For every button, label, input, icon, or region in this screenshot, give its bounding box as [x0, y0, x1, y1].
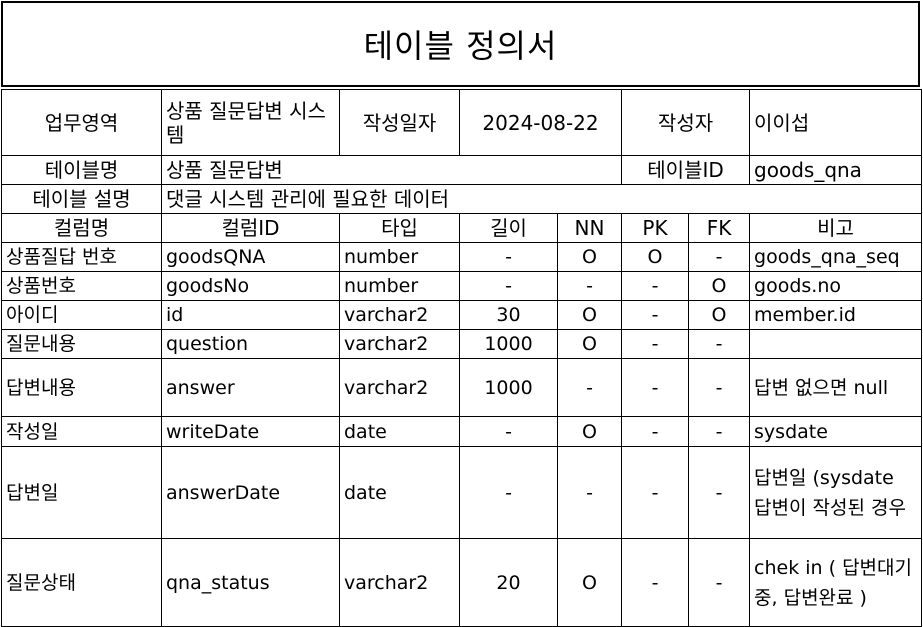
meta-row-table-name: 테이블명 상품 질문답변 테이블ID goods_qna — [1, 155, 923, 185]
column-type: varchar2 — [339, 538, 460, 627]
document-title: 테이블 정의서 — [1, 1, 920, 87]
column-id: answerDate — [161, 446, 340, 539]
column-pk: - — [621, 329, 690, 359]
column-fk: - — [688, 242, 751, 272]
table-row: 질문내용 question varchar2 1000 O - - — [1, 329, 923, 359]
table-row: 상품질답 번호 goodsQNA number - O O - goods_qn… — [1, 242, 923, 272]
column-id: qna_status — [161, 538, 340, 627]
column-pk: - — [621, 271, 690, 301]
header-cell: FK — [688, 213, 751, 243]
column-id: answer — [161, 358, 340, 417]
column-length: 30 — [459, 300, 558, 330]
table-id-value: goods_qna — [749, 155, 923, 185]
table-row: 답변내용 answer varchar2 1000 - - - 답변 없으면 n… — [1, 358, 923, 417]
author-label: 작성자 — [621, 89, 751, 156]
column-nn: O — [556, 538, 623, 627]
table-row: 아이디 id varchar2 30 O - O member.id — [1, 300, 923, 330]
column-fk: - — [688, 358, 751, 417]
column-id: id — [161, 300, 340, 330]
column-fk: - — [688, 446, 751, 539]
column-length: 1000 — [459, 329, 558, 359]
column-fk: - — [688, 416, 751, 447]
column-length: 1000 — [459, 358, 558, 417]
column-note: member.id — [749, 300, 923, 330]
column-nn: - — [556, 271, 623, 301]
column-nn: - — [556, 446, 623, 539]
description-label: 테이블 설명 — [1, 184, 162, 214]
column-nn: O — [556, 242, 623, 272]
column-length: - — [459, 446, 558, 539]
column-type: varchar2 — [339, 358, 460, 417]
column-pk: - — [621, 300, 690, 330]
column-nn: O — [556, 300, 623, 330]
column-name: 아이디 — [1, 300, 162, 330]
column-type: date — [339, 446, 460, 539]
column-name: 답변내용 — [1, 358, 162, 417]
meta-row-work-area: 업무영역 상품 질문답변 시스템 작성일자 2024-08-22 작성자 이이섭 — [1, 89, 923, 156]
column-note: sysdate — [749, 416, 923, 447]
column-name: 질문상태 — [1, 538, 162, 627]
column-length: - — [459, 416, 558, 447]
author-value: 이이섭 — [749, 89, 923, 156]
column-fk: - — [688, 329, 751, 359]
column-length: - — [459, 242, 558, 272]
column-pk: - — [621, 538, 690, 627]
column-note: 답변일 (sysdate 답변이 작성된 경우 — [749, 446, 923, 539]
column-nn: O — [556, 329, 623, 359]
column-header-row: 컬럼명 컬럼ID 타입 길이 NN PK FK 비고 — [1, 213, 923, 243]
column-type: date — [339, 416, 460, 447]
column-name: 상품질답 번호 — [1, 242, 162, 272]
header-cell: 컬럼ID — [161, 213, 340, 243]
column-type: varchar2 — [339, 329, 460, 359]
column-pk: - — [621, 358, 690, 417]
column-id: writeDate — [161, 416, 340, 447]
column-nn: - — [556, 358, 623, 417]
column-note — [749, 329, 923, 359]
column-name: 답변일 — [1, 446, 162, 539]
header-cell: PK — [621, 213, 690, 243]
column-type: varchar2 — [339, 300, 460, 330]
column-length: - — [459, 271, 558, 301]
header-cell: 컬럼명 — [1, 213, 162, 243]
work-area-value: 상품 질문답변 시스템 — [161, 89, 340, 156]
date-label: 작성일자 — [339, 89, 460, 156]
description-value: 댓글 시스템 관리에 필요한 데이터 — [160, 184, 923, 214]
work-area-label: 업무영역 — [1, 89, 162, 156]
date-value: 2024-08-22 — [458, 89, 623, 156]
column-nn: O — [556, 416, 623, 447]
header-cell: NN — [556, 213, 623, 243]
meta-row-description: 테이블 설명 댓글 시스템 관리에 필요한 데이터 — [1, 184, 923, 214]
column-length: 20 — [459, 538, 558, 627]
column-name: 질문내용 — [1, 329, 162, 359]
column-note: goods_qna_seq — [749, 242, 923, 272]
column-fk: O — [688, 300, 751, 330]
table-row: 답변일 answerDate date - - - - 답변일 (sysdate… — [1, 446, 923, 539]
column-note: chek in ( 답변대기중, 답변완료 ) — [749, 538, 923, 627]
column-pk: - — [621, 416, 690, 447]
column-pk: - — [621, 446, 690, 539]
column-note: 답변 없으면 null — [749, 358, 923, 417]
table-name-value: 상품 질문답변 — [160, 155, 623, 185]
table-row: 질문상태 qna_status varchar2 20 O - - chek i… — [1, 538, 923, 627]
header-cell: 길이 — [459, 213, 558, 243]
table-name-label: 테이블명 — [1, 155, 162, 185]
header-cell: 타입 — [339, 213, 460, 243]
column-name: 작성일 — [1, 416, 162, 447]
column-note: goods.no — [749, 271, 923, 301]
column-id: question — [161, 329, 340, 359]
table-row: 상품번호 goodsNo number - - - O goods.no — [1, 271, 923, 301]
header-cell: 비고 — [749, 213, 923, 243]
definition-table: 업무영역 상품 질문답변 시스템 작성일자 2024-08-22 작성자 이이섭… — [1, 89, 923, 627]
column-pk: O — [621, 242, 690, 272]
column-fk: O — [688, 271, 751, 301]
table-id-label: 테이블ID — [621, 155, 751, 185]
column-type: number — [339, 242, 460, 272]
column-type: number — [339, 271, 460, 301]
column-id: goodsNo — [161, 271, 340, 301]
column-name: 상품번호 — [1, 271, 162, 301]
column-id: goodsQNA — [161, 242, 340, 272]
table-row: 작성일 writeDate date - O - - sysdate — [1, 416, 923, 447]
column-fk: - — [688, 538, 751, 627]
